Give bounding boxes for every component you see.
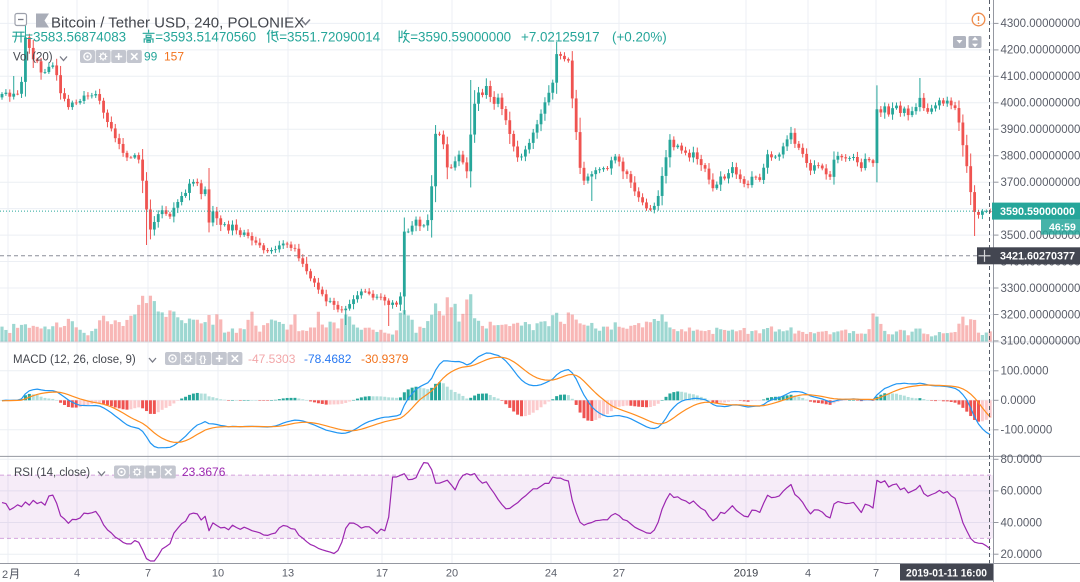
svg-text:Vol (20): Vol (20) xyxy=(13,52,53,64)
svg-text:7: 7 xyxy=(145,568,151,580)
svg-text:23.3676: 23.3676 xyxy=(182,465,226,479)
svg-text:-30.9379: -30.9379 xyxy=(361,352,409,366)
svg-text:157: 157 xyxy=(164,50,184,64)
svg-text:3100.00000000: 3100.00000000 xyxy=(1001,336,1080,348)
svg-text:10: 10 xyxy=(212,568,224,580)
svg-text:2019: 2019 xyxy=(734,568,758,580)
svg-text:(+0.20%): (+0.20%) xyxy=(612,30,667,45)
svg-text:40.0000: 40.0000 xyxy=(1001,517,1043,529)
svg-text:2019-01-11 16:00: 2019-01-11 16:00 xyxy=(906,568,987,580)
svg-text:{}: {} xyxy=(199,354,207,364)
svg-text:Bitcoin / Tether USD, 240, POL: Bitcoin / Tether USD, 240, POLONIEX xyxy=(51,15,304,32)
svg-text:=3583.56874083: =3583.56874083 xyxy=(25,30,126,45)
svg-text:-78.4682: -78.4682 xyxy=(304,352,352,366)
svg-text:3900.00000000: 3900.00000000 xyxy=(1001,124,1080,136)
svg-text:4200.00000000: 4200.00000000 xyxy=(1001,45,1080,57)
svg-text:20.0000: 20.0000 xyxy=(1001,549,1043,561)
svg-text:RSI (14, close): RSI (14, close) xyxy=(14,467,90,479)
svg-text:3700.00000000: 3700.00000000 xyxy=(1001,177,1080,189)
svg-text:4000.00000000: 4000.00000000 xyxy=(1001,98,1080,110)
svg-text:80.0000: 80.0000 xyxy=(1001,454,1043,466)
svg-text:4100.00000000: 4100.00000000 xyxy=(1001,71,1080,83)
svg-text:=3590.59000000: =3590.59000000 xyxy=(410,30,511,45)
svg-text:99: 99 xyxy=(144,50,158,64)
svg-text:-100.0000: -100.0000 xyxy=(1001,425,1053,437)
svg-text:3300.00000000: 3300.00000000 xyxy=(1001,283,1080,295)
svg-text:3421.60270377: 3421.60270377 xyxy=(1000,251,1075,263)
svg-text:3800.00000000: 3800.00000000 xyxy=(1001,151,1080,163)
svg-text:60.0000: 60.0000 xyxy=(1001,486,1043,498)
svg-text:4300.00000000: 4300.00000000 xyxy=(1001,18,1080,30)
svg-text:0.0000: 0.0000 xyxy=(1001,395,1036,407)
svg-text:2: 2 xyxy=(2,569,8,581)
svg-text:20: 20 xyxy=(446,568,458,580)
svg-text:100.0000: 100.0000 xyxy=(1001,366,1049,378)
svg-text:=3551.72090014: =3551.72090014 xyxy=(279,30,380,45)
svg-text:46:59: 46:59 xyxy=(1049,222,1076,234)
svg-text:=3593.51470560: =3593.51470560 xyxy=(155,30,256,45)
svg-text:24: 24 xyxy=(545,568,557,580)
svg-text:17: 17 xyxy=(376,568,388,580)
svg-text:4: 4 xyxy=(805,568,811,580)
svg-text:3590.59000000: 3590.59000000 xyxy=(1000,206,1075,218)
svg-text:7: 7 xyxy=(873,568,879,580)
svg-text:27: 27 xyxy=(613,568,625,580)
svg-text:3200.00000000: 3200.00000000 xyxy=(1001,309,1080,321)
svg-text:-47.5303: -47.5303 xyxy=(248,352,296,366)
svg-text:+7.02125917: +7.02125917 xyxy=(521,30,600,45)
svg-text:13: 13 xyxy=(282,568,294,580)
svg-text:4: 4 xyxy=(74,568,80,580)
svg-text:MACD (12, 26, close, 9): MACD (12, 26, close, 9) xyxy=(13,354,136,366)
